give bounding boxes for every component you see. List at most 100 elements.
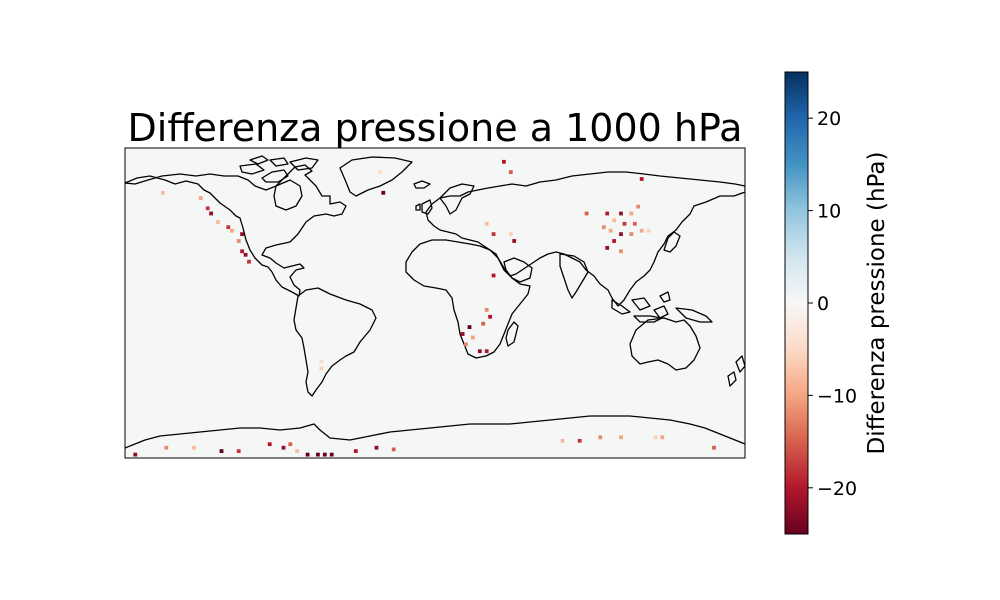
pressure-cell (508, 170, 513, 174)
pressure-cell (464, 342, 468, 347)
colorbar-tick-label: −10 (817, 385, 857, 407)
colorbar-tick-label: 10 (817, 201, 841, 223)
pressure-cell (612, 218, 616, 223)
pressure-cell (605, 211, 610, 216)
pressure-difference-cells (133, 159, 716, 457)
map-background (125, 148, 745, 458)
coastline-madagascar (505, 321, 519, 347)
coastline-south-america (293, 287, 377, 397)
pressure-cell (329, 452, 334, 457)
coastline-antarctica (125, 415, 745, 449)
pressure-cell (629, 211, 634, 216)
pressure-cell (229, 228, 234, 233)
pressure-cell (322, 452, 327, 457)
pressure-cell (240, 232, 244, 236)
pressure-cell (481, 321, 486, 326)
pressure-cell (295, 449, 300, 453)
colorbar-gradient (784, 71, 809, 535)
pressure-cell (612, 239, 616, 243)
pressure-cell (267, 442, 272, 447)
coastline-africa (405, 239, 531, 359)
map-frame (124, 147, 746, 459)
pressure-cell (209, 211, 213, 216)
pressure-cell (619, 211, 623, 216)
pressure-cell (319, 366, 324, 371)
pressure-cell (192, 445, 196, 450)
map-title: Differenza pressione a 1000 hPa (128, 106, 743, 150)
pressure-cell (484, 221, 489, 226)
coastline-new-guinea (675, 307, 713, 323)
pressure-cell (712, 445, 716, 450)
coastline-arctic-islands (239, 155, 319, 183)
pressure-cell (653, 435, 658, 440)
pressure-cell (632, 221, 637, 226)
pressure-cell (460, 332, 465, 336)
pressure-cell (636, 204, 641, 209)
pressure-cell (488, 314, 492, 319)
colorbar-label: Differenza pressione (hPa) (864, 152, 890, 455)
pressure-cell (491, 273, 496, 278)
pressure-cell (512, 239, 517, 243)
pressure-cell (281, 445, 286, 450)
pressure-cell (629, 232, 634, 236)
pressure-cell (374, 445, 379, 450)
pressure-cell (378, 170, 382, 174)
pressure-cell (161, 190, 165, 195)
pressure-cell (560, 438, 565, 443)
pressure-cell (639, 228, 644, 233)
pressure-cell (502, 159, 506, 164)
pressure-cell (660, 435, 665, 440)
pressure-cell (243, 252, 248, 257)
pressure-cell (316, 452, 320, 457)
pressure-cell (608, 228, 613, 233)
pressure-cell (381, 190, 386, 195)
colorbar-tick-label: 20 (817, 108, 841, 130)
pressure-cell (484, 349, 489, 354)
pressure-cell (577, 438, 582, 443)
coastline-indonesia (611, 291, 671, 323)
pressure-cell (205, 206, 210, 211)
pressure-cell (601, 225, 606, 230)
pressure-cell (319, 359, 324, 364)
colorbar-tick-label: 0 (817, 293, 829, 315)
pressure-cell (216, 220, 220, 224)
map-axes (124, 147, 746, 459)
pressure-cell (236, 239, 241, 243)
pressure-cell (619, 232, 623, 236)
coastlines (125, 155, 745, 449)
coastline-greenland (339, 156, 413, 197)
pressure-cell (467, 325, 472, 329)
pressure-cell (639, 177, 644, 181)
coastline-hudson-bay (273, 179, 303, 211)
pressure-cell (605, 246, 610, 250)
pressure-cell (622, 221, 627, 226)
colorbar: 20 10 0 −10 −20 Differenza pressione (hPa) (784, 71, 890, 535)
coastline-arabia (503, 257, 533, 283)
pressure-cell (598, 435, 603, 440)
pressure-cell (619, 435, 623, 440)
pressure-cell (471, 335, 475, 340)
pressure-cell (391, 447, 396, 452)
pressure-cell (646, 228, 651, 233)
pressure-cell (484, 308, 489, 312)
coastline-japan (663, 231, 681, 253)
pressure-cell (508, 232, 513, 236)
coastline-iceland (413, 180, 431, 189)
pressure-cell (240, 249, 244, 254)
pressure-cell (247, 259, 251, 264)
pressure-cell (584, 211, 589, 216)
pressure-cell (619, 249, 623, 254)
coastline-australia (629, 317, 701, 371)
pressure-cell (305, 452, 310, 457)
colorbar-tick-label: −20 (817, 478, 857, 500)
pressure-cell (353, 449, 358, 453)
coastline-north-america (125, 164, 347, 297)
pressure-cell (477, 349, 482, 354)
coastline-india (559, 253, 589, 299)
pressure-cell (198, 196, 203, 200)
pressure-cell (219, 449, 224, 453)
pressure-cell (288, 442, 293, 447)
pressure-cell (236, 449, 241, 453)
pressure-cell (226, 225, 231, 230)
